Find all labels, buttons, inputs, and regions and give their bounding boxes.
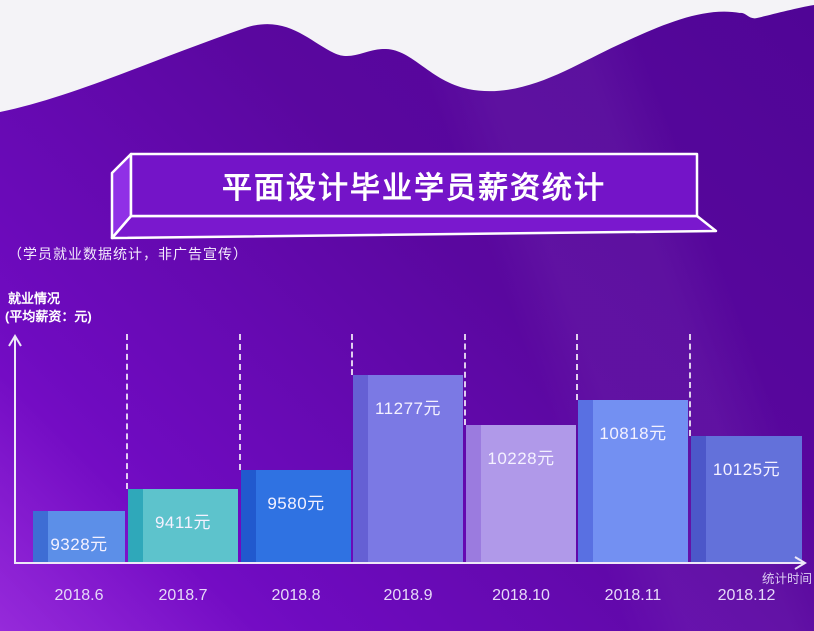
bar-value-label: 9580元: [267, 494, 325, 513]
bar-2018.8: 9580元: [241, 470, 351, 563]
dashed-guide-line: [350, 334, 353, 375]
bar-left-shade: [33, 511, 48, 563]
y-axis-label-line1: 就业情况: [8, 291, 61, 306]
bar-value-label: 10818元: [599, 424, 667, 443]
dashed-guide-line: [125, 334, 128, 489]
x-tick-label: 2018.11: [604, 587, 662, 604]
dashed-guide-line: [688, 334, 691, 436]
wave-sky-shape: [0, 0, 814, 112]
x-tick-label: 2018.6: [54, 587, 104, 604]
bar-left-shade: [241, 470, 256, 563]
bar-value-label: 10125元: [712, 460, 781, 479]
dashed-guide-line: [463, 334, 466, 425]
subtitle: （学员就业数据统计，非广告宣传）: [8, 246, 248, 262]
bar-left-shade: [353, 375, 368, 563]
bar-2018.11: 10818元: [578, 400, 688, 563]
top-wave-decoration: [0, 0, 814, 112]
bar-left-shade: [466, 425, 481, 563]
bar-left-shade: [578, 400, 593, 563]
x-tick-label: 2018.7: [158, 587, 208, 604]
bar-value-label: 11277元: [374, 399, 441, 418]
bar-left-shade: [128, 489, 143, 563]
bar-2018.6: 9328元: [33, 511, 125, 563]
bar-2018.7: 9411元: [128, 489, 238, 563]
x-tick-label: 2018.10: [492, 587, 550, 604]
title-banner-3d-box: [110, 152, 718, 240]
dashed-guide-line: [575, 334, 578, 400]
x-axis-label: 统计时间: [761, 572, 812, 586]
y-axis-label-line2: (平均薪资：元): [5, 309, 92, 324]
bar-2018.9: 11277元: [353, 375, 463, 563]
bar-left-shade: [691, 436, 706, 563]
bar-value-label: 10228元: [487, 449, 555, 468]
dashed-guide-line: [238, 334, 241, 470]
bar-2018.10: 10228元: [466, 425, 576, 563]
x-tick-label: 2018.12: [717, 587, 776, 604]
bar-2018.12: 10125元: [691, 436, 802, 563]
x-tick-label: 2018.9: [383, 587, 433, 604]
bar-value-label: 9411元: [154, 513, 212, 532]
bar-value-label: 9328元: [50, 535, 108, 554]
page-title: 平面设计毕业学员薪资统计: [222, 172, 606, 205]
banner-main-face: [129, 152, 699, 218]
x-tick-label: 2018.8: [271, 587, 321, 604]
